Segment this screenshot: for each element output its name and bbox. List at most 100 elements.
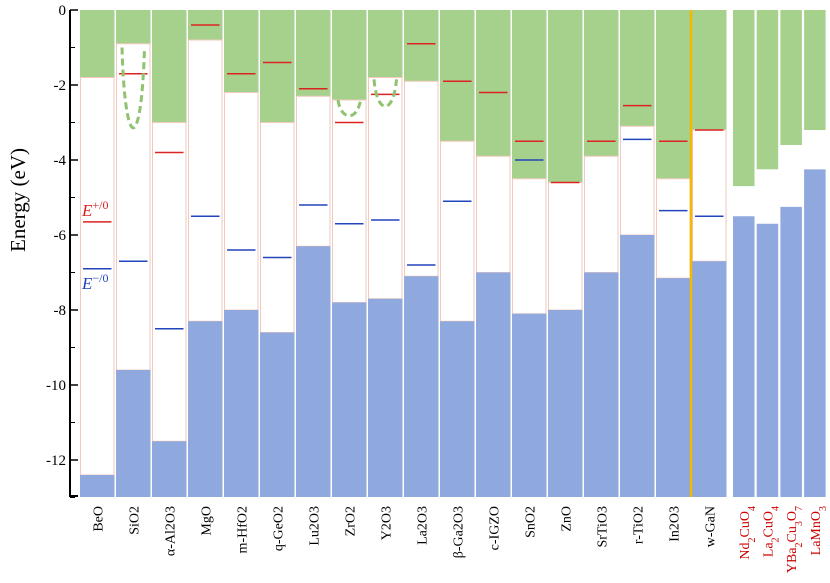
metal-gap-bar-nd2cuo4 bbox=[733, 186, 755, 217]
band-gap-bar-zro2 bbox=[332, 99, 367, 303]
conduction-band-bar--ga2o3 bbox=[440, 10, 475, 142]
y-tick-label: -2 bbox=[54, 78, 67, 94]
conduction-band-bar-in2o3 bbox=[656, 10, 691, 179]
band-gap-bar-beo bbox=[80, 77, 115, 476]
band-gap-bar-in2o3 bbox=[656, 178, 691, 279]
y-axis-label: Energy (eV) bbox=[6, 148, 30, 252]
metal-label-yba2cu3o7: YBa2Cu3O7 bbox=[785, 506, 805, 573]
band-gap-bar-la2o3 bbox=[404, 80, 439, 277]
dopant-well-zro2 bbox=[336, 99, 362, 118]
band-gap-bar-y2o3 bbox=[368, 77, 403, 300]
valence-band-bar-sno2 bbox=[512, 313, 547, 497]
metal-gap-bar-yba2cu3o7 bbox=[780, 145, 802, 207]
band-gap-bar-zno bbox=[548, 182, 583, 311]
category-label-lu2o3: Lu2O3 bbox=[307, 506, 322, 546]
bars-layer bbox=[80, 10, 826, 497]
conduction-band-bar-sio2 bbox=[116, 10, 151, 44]
band-gap-bar-mgo bbox=[188, 39, 223, 322]
valence-band-bar-mgo bbox=[188, 321, 223, 497]
valence-band-bar-beo bbox=[80, 475, 115, 497]
category-label-sno2: SnO2 bbox=[523, 506, 538, 538]
metal-label-lamno3: LaMnO3 bbox=[809, 506, 829, 555]
y-tick-label: 0 bbox=[59, 3, 67, 19]
conduction-band-bar-c-igzo bbox=[476, 10, 511, 157]
y-tick-label: -6 bbox=[54, 228, 67, 244]
category-label--al2o3: α-Al2O3 bbox=[163, 506, 178, 556]
metal-conduction-bar-la2cuo4 bbox=[756, 10, 779, 170]
valence-band-bar-q-geo2 bbox=[260, 332, 295, 497]
conduction-band-bar-w-gan bbox=[692, 10, 727, 130]
band-gap-bar-r-tio2 bbox=[620, 125, 655, 236]
category-label-y2o3: Y2O3 bbox=[379, 506, 394, 540]
valence-band-bar-srtio3 bbox=[584, 272, 619, 497]
band-gap-bar-sno2 bbox=[512, 178, 547, 315]
category-label-sio2: SiO2 bbox=[127, 506, 142, 535]
category-label-zno: ZnO bbox=[559, 506, 574, 532]
band-gap-bar-lu2o3 bbox=[296, 95, 331, 247]
valence-band-bar-c-igzo bbox=[476, 272, 511, 497]
category-label-w-gan: w-GaN bbox=[703, 506, 718, 547]
band-gap-bar--ga2o3 bbox=[440, 140, 475, 322]
metal-gap-bar-la2cuo4 bbox=[756, 169, 779, 224]
dopant-wells-layer bbox=[120, 47, 398, 130]
y-tick-label: -4 bbox=[54, 153, 67, 169]
metal-conduction-bar-nd2cuo4 bbox=[733, 10, 755, 187]
category-label-in2o3: In2O3 bbox=[667, 506, 682, 542]
y-tick-label: -12 bbox=[46, 453, 66, 469]
metal-conduction-bar-lamno3 bbox=[804, 10, 826, 130]
conduction-band-bar-q-geo2 bbox=[260, 10, 295, 123]
conduction-band-bar-m-hfo2 bbox=[224, 10, 259, 93]
valence-band-bar--ga2o3 bbox=[440, 321, 475, 497]
metal-valence-bar-lamno3 bbox=[804, 169, 826, 497]
band-gap-bar-w-gan bbox=[692, 129, 727, 262]
conduction-band-bar-beo bbox=[80, 10, 115, 78]
valence-band-bar-w-gan bbox=[692, 261, 727, 497]
conduction-band-bar-zno bbox=[548, 10, 583, 183]
dopant-well-sio2 bbox=[120, 47, 146, 130]
category-labels: BeO SiO2 α-Al2O3 MgO m-HfO2 q-GeO2 Lu2O3 ZrO2 Y2… bbox=[91, 506, 828, 573]
metal-conduction-bar-yba2cu3o7 bbox=[780, 10, 802, 145]
metal-valence-bar-nd2cuo4 bbox=[733, 216, 755, 497]
band-gap-bar-q-geo2 bbox=[260, 122, 295, 333]
metal-gap-bar-lamno3 bbox=[804, 130, 826, 170]
conduction-band-bar-zro2 bbox=[332, 10, 367, 100]
valence-band-bar-m-hfo2 bbox=[224, 310, 259, 497]
band-gap-bar-c-igzo bbox=[476, 155, 511, 273]
category-label-zro2: ZrO2 bbox=[343, 506, 358, 536]
valence-band-bar-zno bbox=[548, 310, 583, 497]
valence-band-bar-zro2 bbox=[332, 302, 367, 497]
conduction-band-bar-lu2o3 bbox=[296, 10, 331, 97]
band-gap-bar--al2o3 bbox=[152, 122, 187, 442]
conduction-band-bar-sno2 bbox=[512, 10, 547, 179]
valence-band-bar-y2o3 bbox=[368, 298, 403, 497]
category-label-mgo: MgO bbox=[199, 506, 214, 536]
valence-band-bar-r-tio2 bbox=[620, 235, 655, 497]
band-gap-bar-srtio3 bbox=[584, 155, 619, 273]
legend-e-plus: E+/0 bbox=[81, 198, 109, 220]
y-tick-label: -10 bbox=[46, 378, 66, 394]
conduction-band-bar-srtio3 bbox=[584, 10, 619, 157]
category-label-r-tio2: r-TiO2 bbox=[631, 506, 646, 544]
metal-label-nd2cuo4: Nd2CuO4 bbox=[738, 506, 758, 560]
valence-band-bar--al2o3 bbox=[152, 441, 187, 497]
band-gap-bar-sio2 bbox=[116, 43, 151, 371]
category-label-c-igzo: c-IGZO bbox=[487, 506, 502, 550]
category-label-beo: BeO bbox=[91, 506, 106, 532]
category-label-q-geo2: q-GeO2 bbox=[271, 506, 286, 551]
valence-band-bar-lu2o3 bbox=[296, 246, 331, 497]
valence-band-bar-sio2 bbox=[116, 370, 151, 497]
legend: E+/0 E−/0 bbox=[81, 198, 109, 293]
category-label-la2o3: La2O3 bbox=[415, 506, 430, 545]
category-label-srtio3: SrTiO3 bbox=[595, 506, 610, 548]
legend-e-minus: E−/0 bbox=[81, 271, 109, 293]
valence-band-bar-in2o3 bbox=[656, 278, 691, 497]
conduction-band-bar--al2o3 bbox=[152, 10, 187, 123]
metal-label-la2cuo4: La2CuO4 bbox=[761, 506, 781, 557]
conduction-band-bar-y2o3 bbox=[368, 10, 403, 78]
conduction-band-bar-r-tio2 bbox=[620, 10, 655, 127]
category-label-m-hfo2: m-HfO2 bbox=[235, 506, 250, 553]
y-tick-label: -8 bbox=[54, 303, 67, 319]
metal-valence-bar-yba2cu3o7 bbox=[780, 206, 802, 497]
y-axis: 0 -2 -4 -6 -8 -10 -12 bbox=[46, 3, 78, 498]
